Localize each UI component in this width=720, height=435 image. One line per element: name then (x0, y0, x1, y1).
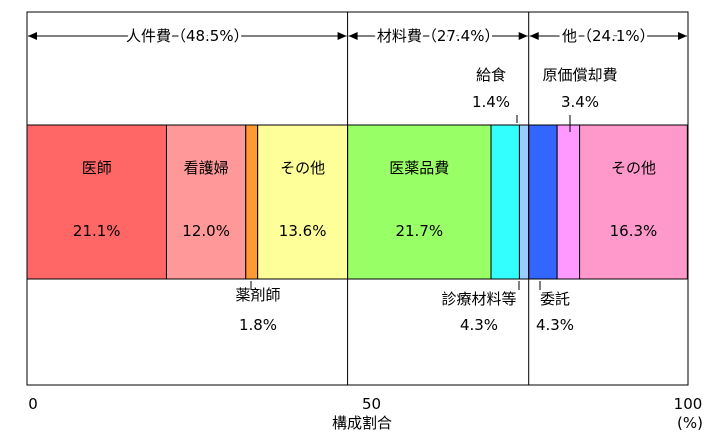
group-arrow-right (678, 32, 687, 40)
group-arrow-left (529, 32, 539, 40)
callout-label: 診療材料等 (441, 290, 516, 308)
group-label: 人件費（48.5%） (126, 27, 249, 45)
group-arrow-right (518, 32, 528, 40)
segment-label: 医薬品費 (389, 159, 449, 177)
callout-value-label: 4.3% (536, 316, 574, 334)
segment-value-label: 21.1% (73, 222, 121, 240)
bar-segment (347, 124, 492, 280)
callout-label: 委託 (540, 290, 570, 308)
bar-segment (518, 124, 530, 280)
callout-value-label: 1.4% (472, 93, 510, 111)
group-arrow-left (28, 32, 37, 40)
bar-segment (165, 124, 247, 280)
group-label: 他（24.1%） (562, 27, 655, 45)
callout-label: 給食 (476, 66, 506, 84)
bar-segment (245, 124, 259, 280)
bar-segment (26, 124, 167, 280)
bar-segment (556, 124, 581, 280)
segment-value-label: 16.3% (610, 222, 658, 240)
bar-segment (257, 124, 349, 280)
segment-value-label: 12.0% (182, 222, 230, 240)
segment-label: その他 (611, 159, 656, 177)
segment-label: 看護婦 (184, 159, 229, 177)
x-axis-title: 構成割合 (332, 414, 392, 432)
group-label: 材料費（27.4%） (377, 27, 500, 45)
callout-value-label: 1.8% (239, 316, 277, 334)
group-arrow-right (337, 32, 347, 40)
bar-segment (579, 124, 688, 280)
callout-label: 薬剤師 (235, 286, 280, 304)
segment-label: 医師 (82, 159, 112, 177)
group-arrow-left (348, 32, 358, 40)
segment-value-label: 13.6% (279, 222, 327, 240)
callout-label: 原価償却費 (542, 66, 617, 84)
callout-value-label: 4.3% (460, 316, 498, 334)
x-tick-label: 0 (28, 395, 38, 413)
segment-label: その他 (280, 159, 325, 177)
callout-value-label: 3.4% (561, 93, 599, 111)
bar-segment (490, 124, 520, 280)
segment-value-label: 21.7% (395, 222, 443, 240)
x-tick-label: 100 (674, 395, 703, 413)
x-tick-label: 50 (362, 395, 381, 413)
x-axis-unit: (%) (677, 414, 703, 432)
bar-segment (528, 124, 558, 280)
